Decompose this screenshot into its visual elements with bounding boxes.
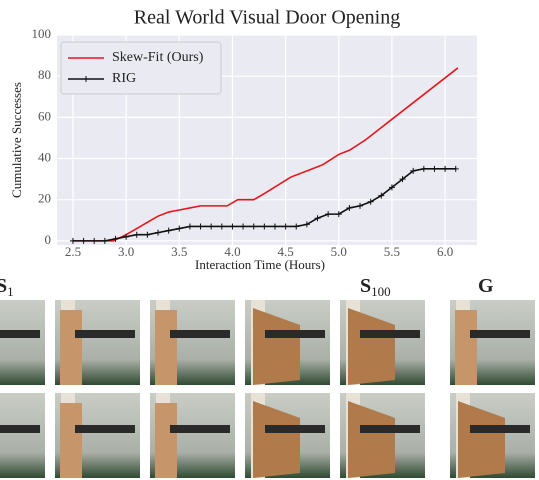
label-text: S (360, 275, 371, 297)
x-tick-label: 4.0 (224, 244, 240, 259)
photo-door (155, 403, 177, 478)
legend-label: RIG (112, 71, 136, 86)
photo-arm (265, 425, 325, 433)
y-tick-label: 80 (38, 67, 51, 82)
photo-arm (470, 425, 530, 433)
image-label: G (478, 275, 494, 297)
photo-arm (265, 330, 325, 338)
photo-grid (0, 300, 535, 478)
photo-door (60, 310, 82, 385)
photo-arm (170, 425, 230, 433)
x-axis-label: Interaction Time (Hours) (195, 257, 325, 272)
photo-door (455, 310, 477, 385)
legend: Skew-Fit (Ours) RIG (61, 42, 221, 94)
photo-arm (0, 425, 40, 433)
photo-door (60, 403, 82, 478)
x-tick-label: 5.5 (384, 244, 400, 259)
image-label: S1 (0, 275, 14, 299)
label-subscript: 100 (371, 284, 391, 299)
chart-title: Real World Visual Door Opening (134, 7, 400, 29)
image-label: S100 (360, 275, 391, 299)
photo-arm (360, 425, 420, 433)
x-tick-label: 4.5 (277, 244, 293, 259)
label-text: S (0, 275, 7, 297)
y-tick-label: 20 (38, 191, 51, 206)
photo-arm (0, 330, 40, 338)
y-tick-label: 60 (38, 108, 51, 123)
x-tick-label: 3.0 (118, 244, 134, 259)
y-tick-label: 40 (38, 150, 51, 165)
photo-arm (360, 330, 420, 338)
photo-arm (75, 425, 135, 433)
x-tick-label: 5.0 (331, 244, 347, 259)
photo (0, 300, 45, 385)
figure: Real World Visual Door Opening Interacti… (0, 0, 539, 480)
x-tick-label: 3.5 (171, 244, 187, 259)
x-tick-label: 6.0 (437, 244, 453, 259)
photo (0, 393, 45, 478)
photo-arm (75, 330, 135, 338)
y-axis-label: Cumulative Successes (9, 82, 24, 198)
y-tick-label: 0 (45, 232, 52, 247)
photo-arm (170, 330, 230, 338)
y-tick-label: 100 (32, 26, 52, 41)
label-text: G (478, 275, 494, 297)
photo-arm (470, 330, 530, 338)
photo-door (155, 310, 177, 385)
x-tick-label: 2.5 (65, 244, 81, 259)
legend-label: Skew-Fit (Ours) (112, 50, 204, 65)
label-subscript: 1 (7, 284, 14, 299)
